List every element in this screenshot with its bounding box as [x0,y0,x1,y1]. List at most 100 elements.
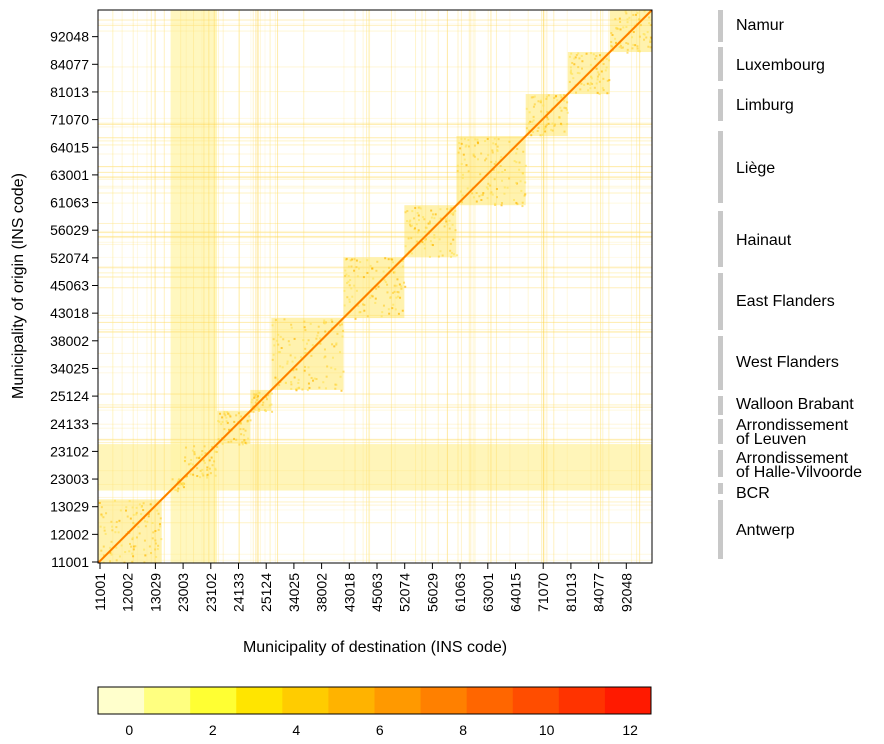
flow-cell [290,387,293,390]
region-label-walloon-brabant: Walloon Brabant [736,396,854,413]
flow-cell [520,189,523,192]
y-tick-label: 81013 [50,84,89,100]
flow-column-streak [222,10,224,563]
flow-row-streak [98,393,652,395]
flow-cell [182,486,185,489]
flow-cell [351,295,354,298]
flow-cell [451,223,454,226]
flow-cell [331,320,334,323]
x-tick-label: 56029 [424,573,440,612]
flow-cell [130,545,133,548]
flow-cell [159,517,162,520]
flow-cell [147,515,150,518]
flow-cell [463,137,466,140]
flow-row-streak [98,329,652,331]
flow-cell [419,207,422,210]
flow-column-streak [566,10,568,563]
region-bar-antwerp [718,500,723,559]
flow-row-streak [98,187,652,189]
colorbar-segment [558,687,606,714]
x-tick-label: 61063 [452,573,468,612]
flow-column-streak [470,10,472,563]
flow-row-streak [98,366,652,368]
flow-cell [339,351,342,354]
flow-cell [521,172,524,175]
colorbar-tick-label: 2 [209,722,217,738]
flow-cell [530,96,533,99]
flow-row-streak [98,427,652,429]
colorbar-tick-label: 8 [459,722,467,738]
flow-cell [415,223,418,226]
flow-row-streak [98,139,652,141]
flow-cell [532,115,535,118]
flow-cell [286,360,289,363]
flow-cell [495,160,498,163]
flow-cell [578,57,581,60]
flow-cell [417,229,420,232]
flow-cell [438,238,441,241]
flow-cell [417,214,420,217]
flow-cell [142,509,145,512]
flow-cell [523,194,526,197]
flow-cell [223,412,226,415]
flow-cell [572,77,575,80]
flow-column-streak [415,10,417,563]
flow-cell [258,408,261,411]
flow-cell [201,450,204,453]
flow-cell [240,415,243,418]
flow-cell [410,237,413,240]
flow-cell [354,317,357,320]
flow-cell [124,509,127,512]
y-tick-label: 38002 [50,333,89,349]
flow-cell [105,512,108,515]
flow-cell [479,173,482,176]
x-tick-label: 12002 [120,573,136,612]
flow-cell [343,289,346,292]
flow-cell [343,304,346,307]
flow-cell [497,171,500,174]
flow-cell [159,525,162,528]
flow-cell [427,222,430,225]
flow-cell [531,120,534,123]
flow-cell [276,378,279,381]
flow-cell [322,381,325,384]
flow-column-streak [180,10,182,563]
flow-cell [638,18,641,21]
flow-cell [393,271,396,274]
flow-cell [199,476,202,479]
flow-cell [287,340,290,343]
flow-cell [406,210,409,213]
flow-cell [467,170,470,173]
flow-cell [345,273,348,276]
flow-cell [276,339,279,342]
flow-column-streak [362,10,364,563]
flow-column-streak [390,10,392,563]
flow-cell [467,138,470,141]
flow-cell [319,337,322,340]
x-tick-label: 52074 [397,573,413,612]
flow-cell [606,92,609,95]
flow-cell [193,451,196,454]
flow-cell [202,459,205,462]
flow-cell [181,483,184,486]
flow-cell [371,267,374,270]
flow-cell [376,260,379,263]
y-tick-label: 64015 [50,139,89,155]
flow-cell [253,407,256,410]
flow-row-streak [98,144,652,146]
flow-cell [313,377,316,380]
flow-cell [475,200,478,203]
flow-cell [335,343,338,346]
flow-cell [258,391,261,394]
flow-cell [631,47,634,50]
flow-cell [392,291,395,294]
flow-cell [595,67,598,70]
flow-cell [242,428,245,431]
flow-cell [393,290,396,293]
flow-cell [211,445,214,448]
flow-cell [242,440,245,443]
flow-column-streak [474,10,476,563]
flow-cell [598,80,601,83]
flow-column-streak [631,10,633,563]
flow-cell [596,75,599,78]
